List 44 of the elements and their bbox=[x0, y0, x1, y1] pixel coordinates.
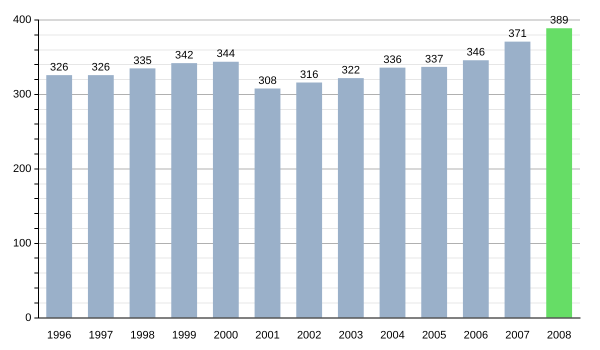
y-tick-label: 300 bbox=[12, 88, 32, 100]
bar bbox=[296, 82, 322, 318]
bar bbox=[380, 68, 406, 318]
bar bbox=[171, 63, 198, 318]
x-tick-label: 1999 bbox=[172, 329, 196, 342]
bar bbox=[130, 68, 156, 318]
data-label: 336 bbox=[383, 54, 402, 66]
y-tick-label: 0 bbox=[25, 312, 32, 324]
y-tick-label: 100 bbox=[12, 237, 32, 250]
x-tick-label: 1997 bbox=[88, 329, 114, 342]
x-tick-label: 2008 bbox=[546, 329, 572, 342]
bar bbox=[504, 42, 530, 318]
x-tick-label: 2001 bbox=[255, 329, 280, 342]
bar bbox=[421, 66, 448, 318]
x-tick-label: 2007 bbox=[505, 329, 530, 342]
y-tick-label: 400 bbox=[12, 14, 32, 26]
data-label: 326 bbox=[50, 62, 68, 74]
data-label: 322 bbox=[342, 64, 360, 77]
data-label: 308 bbox=[258, 75, 277, 88]
data-label: 316 bbox=[300, 69, 318, 82]
bar bbox=[254, 88, 280, 318]
x-tick-label: 1996 bbox=[46, 329, 72, 342]
data-label: 335 bbox=[133, 54, 152, 67]
x-tick-label: 1998 bbox=[130, 329, 155, 342]
x-tick-label: 2000 bbox=[214, 329, 238, 342]
data-label: 342 bbox=[175, 50, 194, 62]
bar bbox=[88, 75, 114, 318]
bar bbox=[462, 60, 489, 318]
x-tick-label: 2004 bbox=[380, 329, 405, 342]
data-label: 326 bbox=[92, 62, 110, 74]
bar bbox=[46, 75, 72, 318]
x-tick-label: 2006 bbox=[464, 329, 488, 342]
data-label: 346 bbox=[466, 46, 486, 59]
x-tick-label: 2003 bbox=[338, 329, 364, 342]
y-tick-label: 200 bbox=[12, 162, 32, 175]
bar bbox=[212, 62, 239, 318]
data-label: 371 bbox=[508, 28, 527, 40]
x-tick-label: 2005 bbox=[422, 329, 446, 342]
bar bbox=[546, 28, 572, 318]
x-tick-label: 2002 bbox=[296, 329, 322, 342]
data-label: 337 bbox=[424, 53, 444, 66]
bar bbox=[338, 78, 364, 318]
data-label: 344 bbox=[216, 48, 236, 60]
data-label: 389 bbox=[550, 14, 568, 27]
